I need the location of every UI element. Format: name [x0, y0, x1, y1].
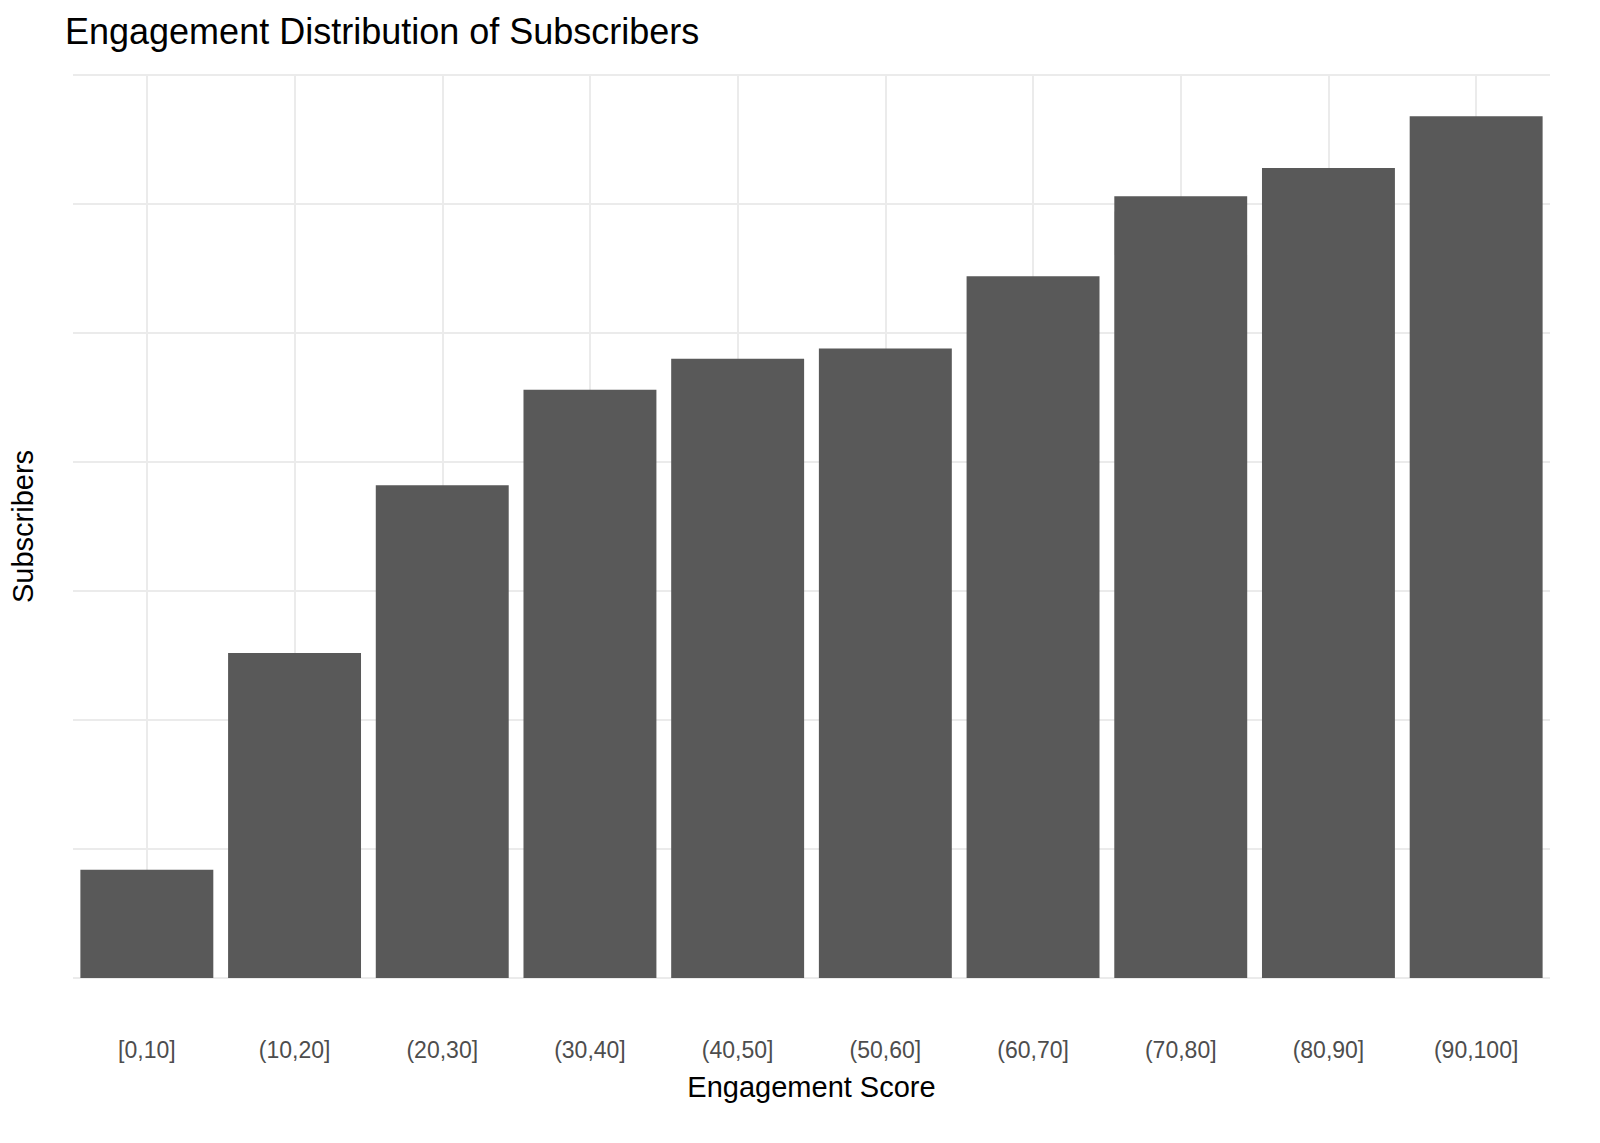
- svg-text:(60,70]: (60,70]: [997, 1037, 1069, 1063]
- svg-text:(80,90]: (80,90]: [1293, 1037, 1365, 1063]
- svg-text:(20,30]: (20,30]: [406, 1037, 478, 1063]
- svg-text:(70,80]: (70,80]: [1145, 1037, 1217, 1063]
- svg-text:(10,20]: (10,20]: [259, 1037, 331, 1063]
- svg-text:Engagement Score: Engagement Score: [687, 1071, 935, 1103]
- svg-text:(50,60]: (50,60]: [850, 1037, 922, 1063]
- svg-text:Subscribers: Subscribers: [7, 450, 39, 603]
- svg-text:(90,100]: (90,100]: [1434, 1037, 1518, 1063]
- svg-text:(40,50]: (40,50]: [702, 1037, 774, 1063]
- svg-text:[0,10]: [0,10]: [118, 1037, 176, 1063]
- svg-text:Engagement Distribution of Sub: Engagement Distribution of Subscribers: [65, 11, 699, 52]
- svg-text:(30,40]: (30,40]: [554, 1037, 626, 1063]
